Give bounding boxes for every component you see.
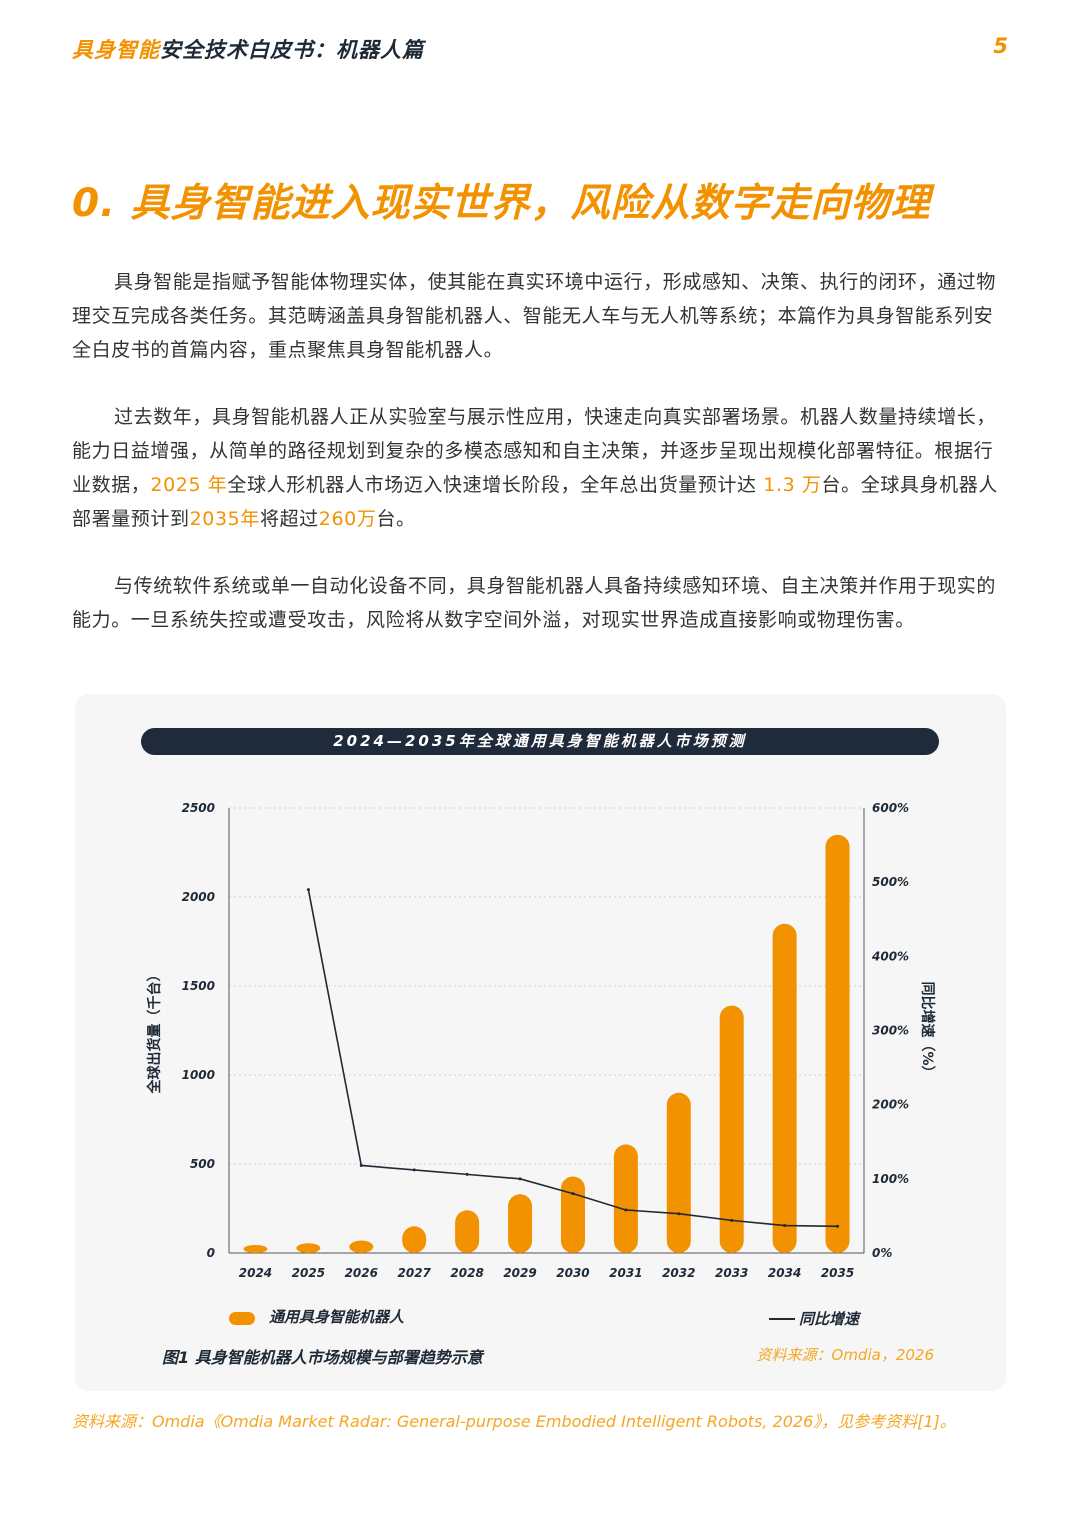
chart-bars bbox=[243, 834, 850, 1253]
x-tick-label: 2034 bbox=[768, 1266, 801, 1280]
y-tick-label-right: 100% bbox=[872, 1172, 909, 1186]
y-tick-label-right: 200% bbox=[872, 1098, 909, 1112]
y-tick-label-left: 1000 bbox=[182, 1068, 215, 1082]
growth-rate-point bbox=[571, 1192, 575, 1196]
footer-source: 资料来源：Omdia《Omdia Market Radar: General-p… bbox=[72, 1412, 956, 1431]
chart-svg: 0 500 1000 1500 2000 2500 0% 100% 200% 300% 400% 50… bbox=[146, 801, 936, 1280]
growth-rate-point bbox=[518, 1177, 522, 1181]
y-axis-title-left: 全球出货量（千台） bbox=[146, 968, 163, 1095]
highlight-shipment: 1.3 万 bbox=[763, 474, 822, 496]
paragraph-2: 过去数年，具身智能机器人正从实验室与展示性应用，快速走向真实部署场景。机器人数量… bbox=[72, 400, 1008, 536]
x-tick-label: 2027 bbox=[398, 1266, 432, 1280]
growth-rate-point bbox=[730, 1218, 734, 1222]
x-tick-label: 2024 bbox=[239, 1266, 272, 1280]
highlight-2025: 2025 年 bbox=[150, 474, 228, 496]
header-title-rest: 安全技术白皮书：机器人篇 bbox=[160, 38, 424, 62]
legend-bar-swatch bbox=[229, 1312, 255, 1325]
bar-2034 bbox=[772, 923, 797, 1253]
bar-2029 bbox=[508, 1194, 533, 1253]
y-tick-label-left: 500 bbox=[190, 1157, 215, 1171]
bar-2031 bbox=[613, 1144, 638, 1253]
y-tick-label-right: 600% bbox=[872, 801, 909, 815]
y-tick-label-right: 400% bbox=[871, 949, 909, 963]
growth-rate-point bbox=[677, 1212, 681, 1216]
legend-line-label: 同比增速 bbox=[799, 1310, 860, 1328]
x-tick-label: 2029 bbox=[503, 1266, 536, 1280]
bar-2024 bbox=[243, 1245, 268, 1253]
growth-rate-point bbox=[624, 1208, 628, 1212]
y-tick-label-left: 0 bbox=[207, 1246, 215, 1260]
header-title-highlight: 具身智能 bbox=[72, 38, 160, 62]
highlight-2035: 2035年 bbox=[189, 508, 260, 530]
figure-source: 资料来源：Omdia，2026 bbox=[756, 1346, 934, 1364]
chart-card: 0 500 1000 1500 2000 2500 0% 100% 200% 300% 400% 50… bbox=[75, 694, 1006, 1391]
x-tick-label: 2026 bbox=[345, 1266, 378, 1280]
y-tick-label-left: 2500 bbox=[182, 801, 215, 815]
y-tick-label-left: 2000 bbox=[182, 890, 215, 904]
paragraph-1: 具身智能是指赋予智能体物理实体，使其能在真实环境中运行，形成感知、决策、执行的闭… bbox=[72, 271, 997, 361]
growth-rate-point bbox=[836, 1224, 840, 1228]
x-tick-label: 2031 bbox=[609, 1266, 642, 1280]
chart-title: 2024—2035年全球通用具身智能机器人市场预测 bbox=[141, 728, 939, 755]
chart-growth-line bbox=[306, 888, 840, 1228]
bar-2032 bbox=[666, 1092, 691, 1253]
growth-rate-point bbox=[465, 1172, 469, 1176]
x-tick-label: 2025 bbox=[292, 1266, 325, 1280]
paragraph-2-text: 将超过 bbox=[259, 508, 319, 530]
legend-bar-label: 通用具身智能机器人 bbox=[269, 1308, 405, 1326]
page-number: 5 bbox=[993, 34, 1008, 58]
bar-2030 bbox=[560, 1176, 585, 1253]
y-axis-title-right: 同比增速（%） bbox=[919, 981, 936, 1079]
chart-labels: 0 500 1000 1500 2000 2500 0% 100% 200% 300% 400% 50… bbox=[146, 801, 936, 1280]
bar-2035 bbox=[825, 834, 850, 1253]
paragraph-2-text: 过去数年，具身智能机器人正从实验室与展示性应用，快速走向真实部署场景。机器人数量… bbox=[72, 406, 997, 496]
figure-caption: 图1 具身智能机器人市场规模与部署趋势示意 bbox=[162, 1348, 483, 1367]
section-title: 0. 具身智能进入现实世界，风险从数字走向物理 bbox=[72, 181, 931, 226]
bar-2028 bbox=[455, 1210, 480, 1253]
bar-2026 bbox=[349, 1240, 374, 1253]
y-tick-label-right: 0% bbox=[872, 1246, 892, 1260]
growth-rate-point bbox=[412, 1168, 416, 1172]
x-tick-label: 2035 bbox=[821, 1266, 854, 1280]
legend-line-swatch bbox=[769, 1318, 795, 1320]
chart-axes bbox=[228, 808, 865, 1254]
y-tick-label-right: 500% bbox=[872, 875, 909, 889]
growth-rate-line bbox=[307, 889, 838, 1228]
x-tick-label: 2030 bbox=[556, 1266, 589, 1280]
growth-rate-point bbox=[306, 888, 310, 892]
chart-gridlines bbox=[229, 807, 864, 1165]
y-tick-label-right: 300% bbox=[872, 1024, 909, 1038]
paragraph-2-text: 全球人形机器人市场迈入快速增长阶段，全年总出货量预计达 bbox=[227, 474, 764, 496]
x-tick-label: 2028 bbox=[450, 1266, 483, 1280]
paragraph-3: 与传统软件系统或单一自动化设备不同，具身智能机器人具备持续感知环境、自主决策并作… bbox=[72, 575, 997, 631]
bar-2027 bbox=[402, 1226, 427, 1253]
growth-rate-point bbox=[783, 1224, 787, 1228]
highlight-deployment: 260万 bbox=[318, 508, 377, 530]
x-tick-label: 2033 bbox=[715, 1266, 748, 1280]
x-tick-label: 2032 bbox=[662, 1266, 695, 1280]
header-title: 具身智能安全技术白皮书：机器人篇 bbox=[72, 38, 424, 62]
growth-rate-point bbox=[359, 1163, 363, 1167]
paragraph-2-text: 台。 bbox=[376, 508, 416, 530]
page-header: 具身智能安全技术白皮书：机器人篇 5 bbox=[72, 34, 1008, 66]
bar-2033 bbox=[719, 1005, 744, 1253]
y-tick-label-left: 1500 bbox=[182, 979, 215, 993]
bar-2025 bbox=[296, 1243, 321, 1253]
paragraph-2-text: 台。全球具身机器人部署量预计到 bbox=[72, 474, 998, 530]
